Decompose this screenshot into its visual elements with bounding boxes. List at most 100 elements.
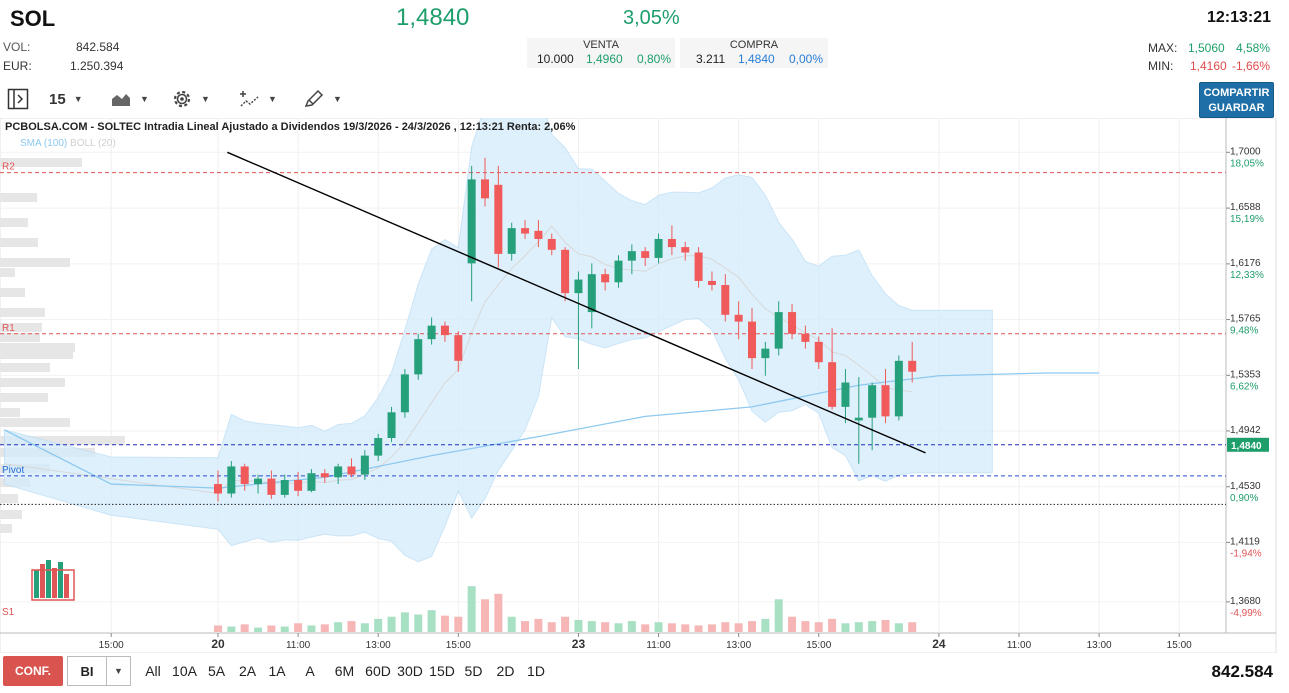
- chevron-down-icon: ▼: [333, 94, 342, 104]
- candle-body: [654, 238, 663, 258]
- range-2a[interactable]: 2A: [238, 663, 257, 679]
- candle-body: [360, 455, 369, 475]
- indicators-menu[interactable]: ▼: [238, 88, 277, 110]
- y-tick-label: 1,7000: [1230, 146, 1261, 157]
- candle-body: [374, 438, 383, 456]
- level-label-pivot: Pivot: [2, 465, 24, 476]
- range-1d[interactable]: 1D: [527, 663, 545, 679]
- sell-qty: 10.000: [537, 52, 574, 66]
- volume-bar: [267, 625, 276, 632]
- volume-bar: [387, 616, 396, 632]
- volume-bar: [707, 624, 716, 632]
- volume-bar: [761, 618, 770, 632]
- volume-profile-bar: [0, 158, 82, 167]
- level-label-s1: S1: [2, 607, 15, 618]
- candle-body: [707, 280, 716, 286]
- volume-bar: [908, 622, 917, 632]
- chart-type-menu[interactable]: ▼: [110, 88, 149, 110]
- chart-frame: [0, 118, 1277, 653]
- candle-body: [734, 314, 743, 322]
- volume-bar: [440, 615, 449, 632]
- interval-select[interactable]: 15 ▼: [49, 88, 83, 110]
- candle-body: [854, 417, 863, 421]
- volume-bar: [881, 620, 890, 632]
- x-tick-label: 15:00: [806, 640, 831, 651]
- range-60d[interactable]: 60D: [365, 663, 391, 679]
- volume-bar: [521, 621, 530, 632]
- volume-bar: [654, 622, 663, 632]
- x-tick-label: 15:00: [446, 640, 471, 651]
- volume-bar: [681, 624, 690, 632]
- volume-profile-bar: [0, 193, 37, 202]
- volume-profile-bar: [0, 494, 18, 503]
- chevron-down-icon: ▼: [114, 666, 123, 676]
- candle-body: [534, 230, 543, 239]
- x-tick-label: 15:00: [99, 640, 124, 651]
- mode-select[interactable]: BI ▼: [67, 656, 131, 686]
- volume-profile-bar: [0, 510, 22, 519]
- logo-bar: [52, 568, 57, 598]
- volume-bar: [374, 618, 383, 632]
- sell-box: VENTA 10.000 1,4960 0,80%: [527, 38, 675, 68]
- y-tick-label: 1,3680: [1230, 596, 1261, 607]
- vol-value: 842.584: [76, 40, 120, 54]
- max-label: MAX:: [1148, 41, 1178, 55]
- volume-profile-bar: [0, 333, 40, 342]
- settings-menu[interactable]: ▼: [171, 88, 210, 110]
- range-a[interactable]: A: [305, 663, 315, 679]
- volume-bar: [734, 623, 743, 632]
- volume-bar: [294, 623, 303, 632]
- range-5d[interactable]: 5D: [464, 663, 483, 679]
- x-tick-label: 11:00: [646, 640, 671, 651]
- candle-body: [881, 385, 890, 417]
- x-tick-label: 15:00: [1167, 640, 1192, 651]
- volume-profile-bar: [0, 258, 70, 267]
- volume-bar: [254, 627, 263, 632]
- volume-profile-bar: [0, 436, 125, 445]
- candle-body: [641, 251, 650, 258]
- candle-body: [748, 321, 756, 359]
- candle-body: [494, 184, 503, 254]
- range-2d[interactable]: 2D: [496, 663, 515, 679]
- config-button[interactable]: CONF.: [3, 656, 63, 686]
- y-tick-pct: -4,99%: [1230, 608, 1262, 619]
- buy-box: COMPRA 3.211 1,4840 0,00%: [680, 38, 828, 68]
- volume-profile-bar: [0, 350, 73, 359]
- volume-bar: [214, 625, 222, 632]
- candle-body: [214, 484, 222, 494]
- volume-profile-bar: [0, 363, 50, 372]
- logo-frame: [31, 569, 75, 601]
- volume-bar: [587, 621, 596, 632]
- candle-body: [868, 385, 877, 418]
- y-tick-label: 1,5353: [1230, 369, 1261, 380]
- volume-profile-bar: [0, 238, 38, 247]
- volume-bar: [320, 624, 329, 632]
- save-label: GUARDAR: [1208, 102, 1265, 114]
- last-price-tag: [1227, 437, 1269, 452]
- vol-row: VOL:: [3, 40, 30, 54]
- price-change: 3,05%: [623, 7, 680, 29]
- drawing-tools-menu[interactable]: ▼: [303, 88, 342, 110]
- candle-body: [908, 360, 917, 372]
- x-tick-label: 11:00: [286, 640, 311, 651]
- volume-bar: [240, 624, 249, 632]
- volume-bar: [854, 622, 863, 632]
- candle-body: [841, 382, 850, 407]
- candle-body: [481, 179, 489, 199]
- range-15d[interactable]: 15D: [429, 663, 455, 679]
- volume-bar: [280, 626, 289, 632]
- volume-bar: [454, 616, 463, 632]
- range-1a[interactable]: 1A: [268, 663, 286, 679]
- candle-body: [828, 362, 837, 407]
- candle-body: [694, 252, 703, 281]
- range-all[interactable]: All: [145, 663, 161, 679]
- range-5a[interactable]: 5A: [207, 663, 226, 679]
- trend-line: [227, 151, 926, 454]
- share-save-button[interactable]: COMPARTIR GUARDAR: [1199, 82, 1274, 118]
- panel-toggle-button[interactable]: [7, 88, 29, 110]
- range-6m[interactable]: 6M: [334, 663, 355, 679]
- range-10a[interactable]: 10A: [172, 663, 197, 679]
- range-30d[interactable]: 30D: [397, 663, 423, 679]
- logo-bar: [58, 562, 63, 598]
